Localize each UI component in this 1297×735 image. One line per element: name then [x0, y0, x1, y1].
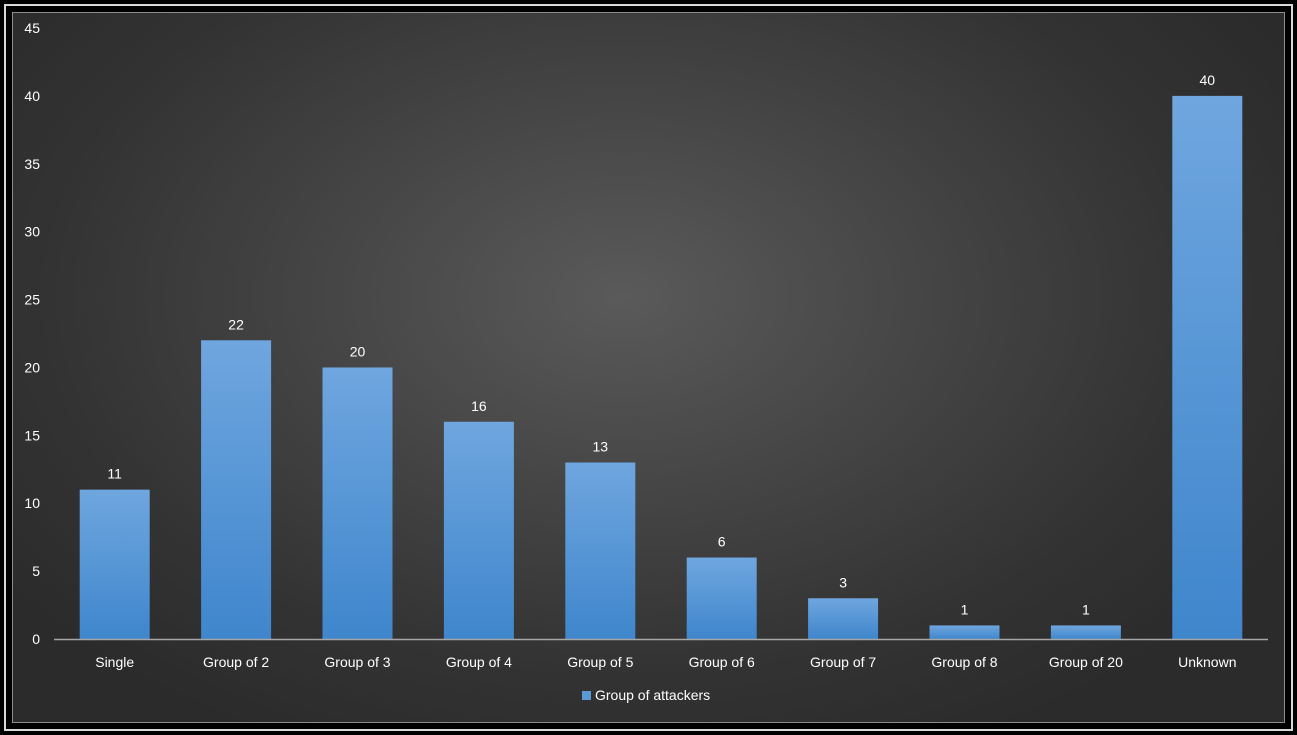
y-tick-label: 35 [24, 156, 40, 172]
bar [443, 421, 514, 639]
x-tick-label: Group of 6 [689, 654, 755, 670]
x-tick-label: Group of 2 [203, 654, 269, 670]
y-tick-label: 0 [32, 631, 40, 647]
x-axis-tick-labels: Single Group of 2 Group of 3 Group of 4 Grou… [95, 654, 1236, 670]
data-label: 3 [839, 574, 847, 590]
bar [1050, 625, 1121, 639]
y-tick-label: 30 [24, 224, 40, 240]
bar [322, 367, 393, 639]
bar [1172, 95, 1243, 639]
legend-swatch [582, 691, 591, 700]
x-tick-label: Single [95, 654, 134, 670]
data-label: 40 [1200, 72, 1216, 88]
bar-series [79, 95, 1243, 639]
y-tick-label: 10 [24, 495, 40, 511]
bar [565, 462, 636, 639]
legend: Group of attackers [582, 687, 710, 703]
data-label: 16 [471, 398, 487, 414]
data-label: 22 [228, 316, 244, 332]
bar [79, 489, 150, 639]
frame-border [4, 4, 1293, 731]
x-tick-label: Unknown [1178, 654, 1236, 670]
x-tick-label: Group of 3 [324, 654, 390, 670]
y-tick-label: 20 [24, 359, 40, 375]
y-tick-label: 5 [32, 563, 40, 579]
x-tick-label: Group of 8 [931, 654, 997, 670]
y-axis-tick-labels: 0 5 10 15 20 25 30 35 40 45 [24, 20, 40, 647]
bar [201, 340, 272, 639]
data-label: 6 [718, 534, 726, 550]
x-tick-label: Group of 20 [1049, 654, 1123, 670]
x-tick-label: Group of 4 [446, 654, 512, 670]
y-tick-label: 15 [24, 427, 40, 443]
bar [808, 598, 879, 639]
bar [929, 625, 1000, 639]
data-label: 11 [107, 466, 122, 482]
y-tick-label: 45 [24, 20, 40, 36]
y-tick-label: 40 [24, 88, 40, 104]
y-tick-label: 25 [24, 292, 40, 308]
data-label: 13 [593, 438, 609, 454]
x-tick-label: Group of 5 [567, 654, 633, 670]
bar [686, 557, 757, 639]
legend-label: Group of attackers [595, 687, 710, 703]
data-label: 20 [350, 343, 366, 359]
x-tick-label: Group of 7 [810, 654, 876, 670]
data-label: 1 [1082, 601, 1090, 617]
data-label: 1 [961, 601, 969, 617]
